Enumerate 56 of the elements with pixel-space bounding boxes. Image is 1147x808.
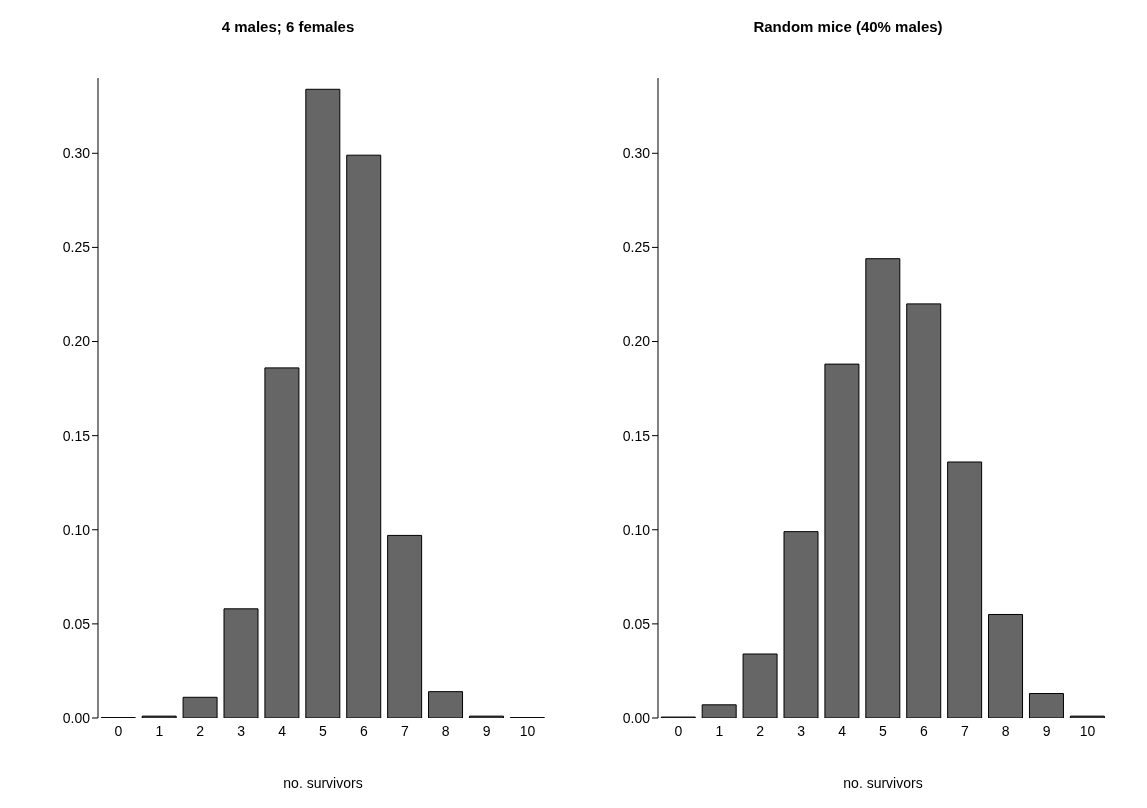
- y-tick-label: 0.10: [62, 521, 91, 538]
- x-tick-label: 3: [797, 722, 806, 739]
- bar: [387, 534, 423, 718]
- y-tick-label: 0.15: [62, 427, 91, 444]
- x-tick-label: 3: [237, 722, 246, 739]
- bar: [988, 613, 1024, 718]
- x-tick-label: 0: [674, 722, 683, 739]
- y-tick-label: 0.15: [622, 427, 651, 444]
- bar: [428, 691, 464, 718]
- bar: [742, 653, 778, 718]
- x-tick-label: 9: [482, 722, 491, 739]
- bar: [182, 696, 218, 718]
- x-tick-label: 2: [196, 722, 205, 739]
- x-axis-title: no. survivors: [843, 775, 923, 791]
- y-tick-label: 0.25: [62, 239, 91, 256]
- bar: [783, 531, 819, 718]
- x-axis-title: no. survivors: [283, 775, 363, 791]
- bar: [701, 704, 737, 718]
- x-tick-label: 7: [400, 722, 409, 739]
- y-tick-label: 0.20: [622, 333, 651, 350]
- x-tick-label: 8: [1001, 722, 1010, 739]
- chart-title: Random mice (40% males): [752, 18, 944, 35]
- y-tick-label: 0.30: [62, 145, 91, 162]
- x-tick-label: 4: [278, 722, 287, 739]
- chart-title: 4 males; 6 females: [220, 18, 356, 35]
- bar: [223, 608, 259, 718]
- y-tick-label: 0.25: [622, 239, 651, 256]
- x-tick-label: 7: [960, 722, 969, 739]
- bar: [947, 461, 983, 718]
- y-tick-label: 0.05: [622, 615, 651, 632]
- x-tick-label: 0: [114, 722, 123, 739]
- x-tick-label: 8: [441, 722, 450, 739]
- x-tick-label: 1: [155, 722, 164, 739]
- y-tick-label: 0.20: [62, 333, 91, 350]
- bar: [824, 363, 860, 718]
- y-tick-label: 0.00: [62, 709, 91, 726]
- bar: [305, 88, 341, 718]
- x-tick-label: 2: [756, 722, 765, 739]
- x-tick-label: 5: [879, 722, 888, 739]
- x-tick-label: 5: [319, 722, 328, 739]
- bar: [264, 367, 300, 718]
- x-tick-label: 6: [920, 722, 929, 739]
- bar: [1028, 693, 1064, 718]
- y-tick-label: 0.30: [622, 145, 651, 162]
- x-tick-label: 4: [838, 722, 847, 739]
- y-tick-label: 0.05: [62, 615, 91, 632]
- bar: [346, 154, 382, 718]
- x-tick-label: 10: [519, 722, 536, 739]
- x-tick-label: 9: [1042, 722, 1051, 739]
- bar: [906, 303, 942, 718]
- y-tick-label: 0.00: [622, 709, 651, 726]
- x-tick-label: 1: [715, 722, 724, 739]
- y-tick-label: 0.10: [622, 521, 651, 538]
- x-tick-label: 6: [360, 722, 369, 739]
- x-tick-label: 10: [1079, 722, 1096, 739]
- bar: [865, 258, 901, 718]
